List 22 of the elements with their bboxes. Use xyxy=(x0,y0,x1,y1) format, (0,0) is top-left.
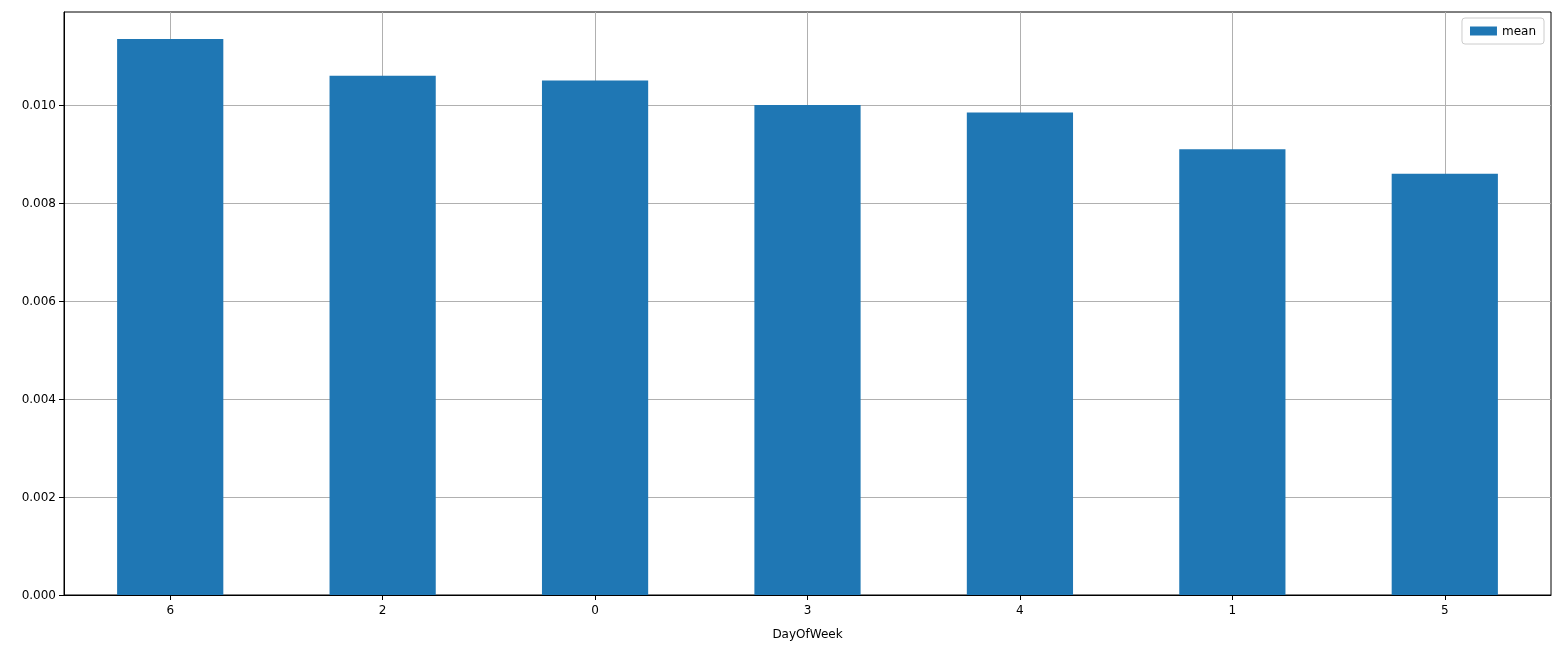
bar xyxy=(117,38,224,595)
y-tick-label: 0.006 xyxy=(21,294,56,309)
x-tick-label: 5 xyxy=(1440,603,1449,617)
legend-label: mean xyxy=(1501,24,1536,38)
x-tick-label: 1 xyxy=(1228,603,1237,617)
bar xyxy=(329,75,436,595)
x-tick-label: 6 xyxy=(166,603,175,617)
x-axis-title: DayOfWeek xyxy=(772,627,843,641)
x-tick-label: 3 xyxy=(803,603,812,617)
y-tick-label: 0.010 xyxy=(21,98,56,113)
x-tick-label: 2 xyxy=(378,603,387,617)
bar xyxy=(966,112,1074,595)
bar xyxy=(541,80,649,595)
x-tick-label: 4 xyxy=(1016,603,1024,617)
y-tick-label: 0.004 xyxy=(21,392,56,407)
y-tick-label: 0.002 xyxy=(21,490,56,505)
y-tick-label: 0.000 xyxy=(21,588,56,602)
y-tick-label: 0.008 xyxy=(21,196,56,211)
bar xyxy=(754,105,861,595)
bar xyxy=(1391,173,1498,595)
bar xyxy=(1179,149,1286,595)
x-tick-label: 0 xyxy=(591,603,599,617)
